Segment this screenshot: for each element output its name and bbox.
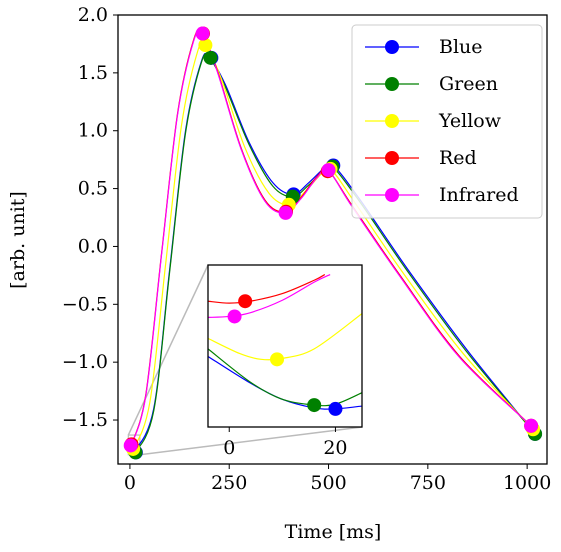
x-tick-label: 750 bbox=[410, 472, 446, 494]
inset-series bbox=[208, 273, 362, 416]
inset-x-tick-label: 20 bbox=[323, 437, 347, 459]
y-tick-label: −1.5 bbox=[62, 409, 108, 431]
y-tick-label: 2.0 bbox=[78, 4, 108, 26]
main-plot-series bbox=[123, 26, 543, 460]
inset-point-infrared bbox=[227, 309, 242, 324]
x-tick-label: 0 bbox=[124, 472, 136, 494]
y-tick-label: 1.0 bbox=[78, 120, 108, 142]
series-point-infrared bbox=[123, 438, 138, 453]
y-tick-label: 1.5 bbox=[78, 62, 108, 84]
legend-label-green: Green bbox=[439, 73, 498, 95]
legend-label-blue: Blue bbox=[439, 36, 483, 58]
legend-marker-yellow bbox=[385, 114, 399, 128]
legend-label-red: Red bbox=[439, 147, 477, 169]
zoom-connector bbox=[139, 426, 363, 456]
inset-line-red bbox=[208, 274, 326, 304]
x-axis-label: Time [ms] bbox=[285, 521, 382, 543]
y-axis-label: [arb. unit] bbox=[7, 191, 29, 289]
series-point-infrared bbox=[195, 26, 210, 41]
series-point-infrared bbox=[524, 418, 539, 433]
inset-x-tick-label: 0 bbox=[223, 437, 235, 459]
inset-point-yellow bbox=[270, 352, 285, 367]
y-tick-label: −1.0 bbox=[62, 351, 108, 373]
inset-x-axis: 0 20 bbox=[223, 427, 348, 459]
inset-plot: 0 20 bbox=[207, 264, 363, 459]
x-axis: 0 250 500 750 1000 bbox=[124, 464, 551, 494]
legend-marker-blue bbox=[385, 40, 399, 54]
y-tick-label: 0.0 bbox=[78, 235, 108, 257]
series-point-green bbox=[203, 50, 218, 65]
series-line-yellow bbox=[129, 41, 534, 452]
inset-point-green bbox=[307, 398, 322, 413]
inset-line-infrared bbox=[208, 273, 331, 319]
legend: Blue Green Yellow Red Infrared bbox=[351, 24, 543, 219]
series-line-infrared bbox=[128, 29, 532, 450]
legend-marker-red bbox=[385, 151, 399, 165]
series-line-green bbox=[129, 53, 536, 455]
series-point-yellow bbox=[198, 38, 213, 53]
inset-point-blue bbox=[328, 401, 343, 416]
inset-point-red bbox=[238, 294, 253, 309]
legend-box bbox=[351, 24, 543, 219]
x-tick-label: 1000 bbox=[503, 472, 551, 494]
legend-label-infrared: Infrared bbox=[439, 184, 519, 206]
legend-entries: Blue Green Yellow Red Infrared bbox=[365, 36, 519, 206]
y-tick-label: 0.5 bbox=[78, 178, 108, 200]
zoom-connector bbox=[127, 264, 209, 436]
series-point-infrared bbox=[321, 163, 336, 178]
plot-frame bbox=[117, 14, 548, 465]
y-axis: 2.0 1.5 1.0 0.5 0.0 −0.5 −1.0 −1.5 bbox=[62, 4, 118, 431]
y-tick-label: −0.5 bbox=[62, 293, 108, 315]
x-tick-label: 250 bbox=[211, 472, 247, 494]
series-point-infrared bbox=[278, 205, 293, 220]
legend-marker-infrared bbox=[385, 188, 399, 202]
inset-frame bbox=[207, 264, 363, 428]
legend-label-yellow: Yellow bbox=[438, 110, 502, 132]
legend-marker-green bbox=[385, 77, 399, 91]
x-tick-label: 500 bbox=[310, 472, 346, 494]
